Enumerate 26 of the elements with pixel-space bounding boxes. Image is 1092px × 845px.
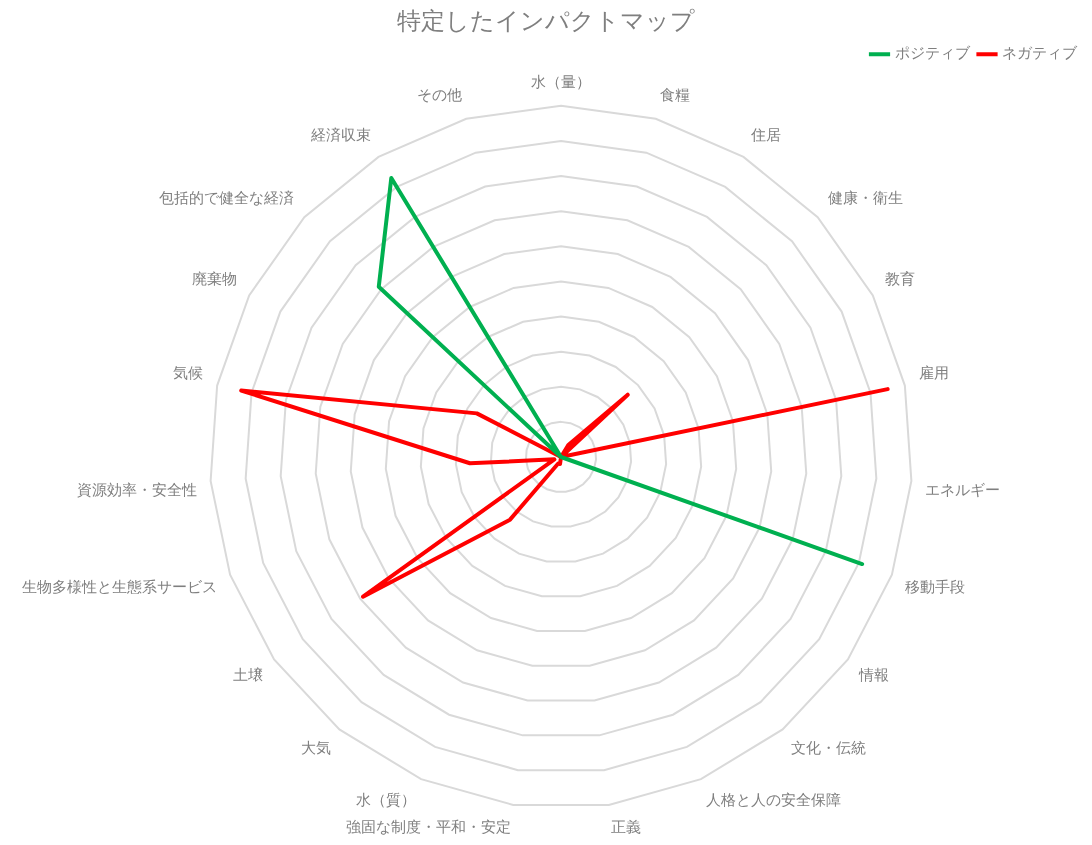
spoke-label: 強固な制度・平和・安定 (346, 817, 512, 836)
spoke-label: 廃棄物 (191, 269, 237, 288)
spoke-label: 気候 (173, 363, 204, 382)
spoke-label: 経済収束 (310, 125, 372, 144)
spoke-label: 水（量） (531, 72, 591, 91)
spoke-label: 情報 (858, 666, 890, 685)
chart-title: 特定したインパクトマップ (397, 6, 695, 35)
spoke-label: 生物多様性と生態系サービス (21, 578, 217, 597)
spoke-label: 食糧 (659, 86, 690, 105)
spoke-label: 包括的で健全な経済 (159, 188, 295, 207)
legend-label: ポジティブ (894, 44, 971, 63)
spoke-label: 土壌 (232, 666, 263, 685)
spoke-label: その他 (417, 86, 463, 105)
legend-label: ネガティブ (1002, 44, 1078, 63)
spoke-label: 雇用 (918, 363, 949, 382)
spoke-label: 水（質） (355, 790, 416, 809)
spoke-label: 教育 (885, 269, 916, 288)
spoke-label: 大気 (300, 739, 331, 758)
spoke-label: 人格と人の安全保障 (706, 790, 842, 809)
spoke-label: 文化・伝統 (791, 739, 867, 758)
spoke-label: エネルギー (925, 480, 1001, 499)
spoke-label: 正義 (610, 817, 641, 836)
spoke-label: 移動手段 (905, 578, 966, 597)
spoke-label: 住居 (749, 125, 781, 144)
spoke-label: 資源効率・安全性 (76, 480, 197, 499)
spoke-label: 健康・衛生 (827, 188, 903, 207)
